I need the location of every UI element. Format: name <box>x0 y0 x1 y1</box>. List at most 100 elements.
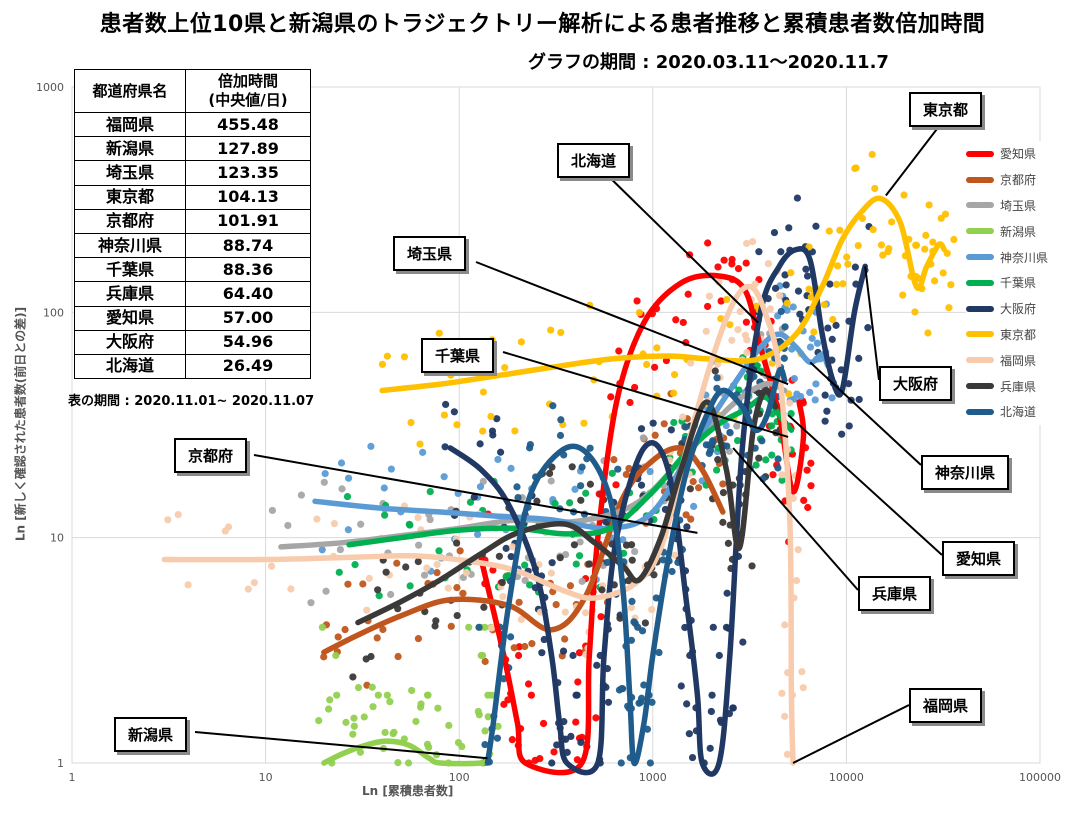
data-point <box>507 552 515 561</box>
table-cell-prefecture: 新潟県 <box>74 136 186 162</box>
data-point <box>548 759 556 767</box>
data-point <box>381 511 389 519</box>
data-point <box>941 210 950 218</box>
data-point <box>921 245 929 253</box>
data-point <box>326 696 334 704</box>
data-point <box>798 668 806 676</box>
table-cell-doubling-time: 57.00 <box>185 305 311 331</box>
data-point <box>781 323 789 331</box>
table-cell-doubling-time: 26.49 <box>185 353 311 380</box>
table-row: 大阪府 54.96 <box>74 329 311 355</box>
data-point <box>344 580 352 588</box>
data-point <box>821 417 829 425</box>
data-point <box>707 707 715 716</box>
table-row: 愛知県 57.00 <box>74 305 311 331</box>
legend-swatch <box>966 305 994 312</box>
data-point <box>743 348 751 357</box>
data-point <box>320 653 328 661</box>
data-point <box>648 698 656 706</box>
callout-hyogo: 兵庫県 <box>858 576 932 611</box>
data-point <box>556 431 565 440</box>
data-point <box>507 464 515 472</box>
data-point <box>869 226 877 234</box>
data-point <box>681 623 689 632</box>
data-point <box>829 315 837 324</box>
callout-leader-lines <box>194 124 943 764</box>
data-point <box>562 550 570 559</box>
data-point <box>566 499 574 507</box>
data-point <box>527 691 535 699</box>
data-point <box>717 297 725 305</box>
data-point <box>440 411 449 419</box>
data-point <box>374 691 382 699</box>
data-point <box>423 564 431 572</box>
data-point <box>843 253 851 261</box>
data-point <box>481 740 489 749</box>
data-point <box>556 554 564 562</box>
data-point <box>794 546 802 554</box>
data-point <box>777 307 785 316</box>
x-tick-label: 1000 <box>639 771 667 784</box>
data-point <box>900 191 908 199</box>
data-point <box>580 419 588 427</box>
data-point <box>778 471 786 479</box>
data-point <box>755 248 763 256</box>
data-point <box>297 491 306 499</box>
table-cell-doubling-time: 127.89 <box>185 136 311 162</box>
data-point <box>667 426 675 434</box>
data-point <box>653 344 661 352</box>
data-point <box>442 400 450 409</box>
data-point <box>888 218 896 226</box>
data-point <box>547 477 555 485</box>
data-point <box>736 307 744 316</box>
table-row: 福岡県 455.48 <box>74 111 311 138</box>
data-point <box>885 244 893 253</box>
data-point <box>828 394 836 402</box>
data-point <box>268 506 277 515</box>
legend-label: 埼玉県 <box>1000 198 1037 213</box>
data-point <box>646 759 654 767</box>
data-point <box>382 568 390 576</box>
y-tick-label: 10 <box>50 532 64 545</box>
data-point <box>722 421 730 430</box>
data-point <box>778 689 786 697</box>
legend-item: 埼玉県 <box>966 193 1048 219</box>
data-point <box>855 354 863 363</box>
data-point <box>651 431 659 439</box>
data-point <box>341 625 349 634</box>
legend-swatch <box>966 383 994 390</box>
table-period-note: 表の期間 : 2020.11.01~ 2020.11.07 <box>68 394 315 409</box>
data-point <box>307 599 315 607</box>
data-point <box>394 652 402 661</box>
data-point <box>659 556 667 564</box>
data-point <box>743 336 751 344</box>
data-point <box>550 748 558 756</box>
table-header-prefecture: 都道府県名 <box>74 69 186 113</box>
trajectory-line <box>447 246 868 777</box>
trajectory-line <box>484 366 788 767</box>
data-point <box>342 718 350 726</box>
data-point <box>671 551 679 559</box>
data-point <box>387 590 395 599</box>
data-point <box>506 633 515 641</box>
callout-leader <box>475 261 789 386</box>
data-point <box>572 718 580 726</box>
data-point <box>533 497 541 505</box>
data-point <box>337 459 346 467</box>
callout-saitama: 埼玉県 <box>393 236 467 271</box>
data-point <box>582 489 590 497</box>
legend-swatch <box>966 331 994 338</box>
data-point <box>742 318 750 326</box>
legend-item: 神奈川県 <box>966 244 1048 270</box>
data-point <box>714 263 722 271</box>
data-point <box>833 280 841 288</box>
data-point <box>414 634 423 643</box>
data-point <box>652 594 660 602</box>
data-point <box>622 470 630 479</box>
data-point <box>781 271 789 279</box>
data-point <box>778 476 786 484</box>
data-point <box>511 427 519 435</box>
data-point <box>739 638 747 646</box>
table-row: 神奈川県 88.74 <box>74 232 311 259</box>
y-tick-label: 1000 <box>36 81 64 94</box>
